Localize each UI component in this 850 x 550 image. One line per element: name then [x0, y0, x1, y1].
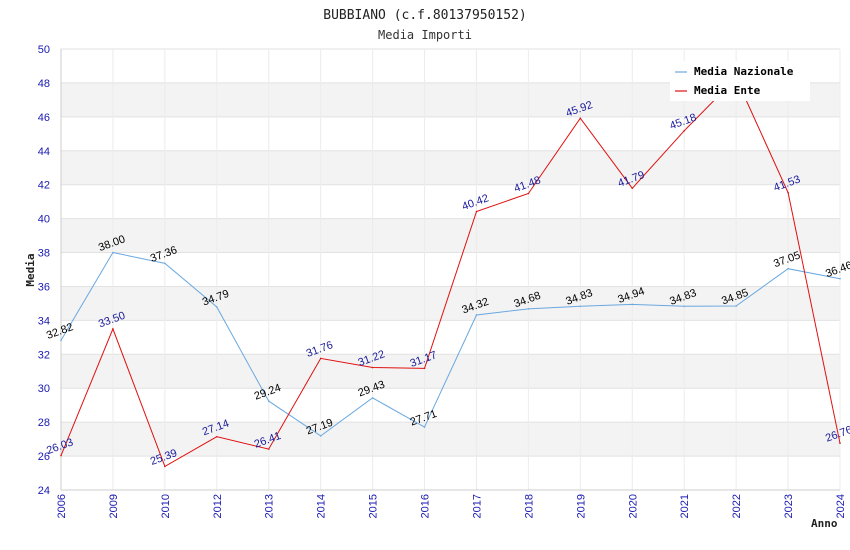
x-tick-label: 2014 [316, 494, 328, 518]
chart-subtitle: Media Importi [378, 28, 472, 42]
y-tick-label: 30 [38, 383, 50, 395]
x-tick-label: 2024 [835, 494, 847, 518]
data-point [787, 267, 789, 270]
data-point [164, 465, 166, 468]
grid-band [61, 150, 840, 185]
y-tick-label: 32 [38, 349, 50, 361]
data-point [60, 339, 62, 342]
x-tick-label: 2016 [420, 494, 432, 518]
data-point [683, 305, 685, 308]
data-labels: 32.8238.0037.3634.7929.2427.1929.4327.71… [45, 59, 850, 468]
data-point [839, 442, 841, 444]
x-tick-label: 2013 [264, 494, 276, 518]
data-point [475, 210, 478, 213]
x-tick-label: 2022 [731, 494, 743, 518]
y-tick-label: 24 [38, 485, 50, 497]
series-lines [60, 77, 841, 468]
y-tick-label: 40 [38, 214, 50, 226]
legend-box [670, 61, 810, 101]
data-point [112, 251, 114, 254]
y-tick-label: 26 [38, 451, 50, 463]
y-tick-label: 38 [38, 248, 50, 260]
data-point [267, 400, 270, 402]
data-point [423, 426, 426, 428]
y-tick-label: 50 [38, 44, 50, 56]
data-point [579, 117, 582, 120]
data-point [735, 305, 737, 307]
data-point [475, 314, 478, 316]
x-tick-label: 2006 [56, 494, 68, 518]
data-point [60, 454, 62, 457]
x-tick-label: 2020 [627, 494, 639, 518]
x-tick-label: 2023 [783, 494, 795, 518]
legend-label-media-nazionale: Media Nazionale [694, 65, 794, 78]
x-tick-label: 2018 [523, 494, 535, 518]
series-line-media-nazionale [60, 251, 841, 437]
data-point [527, 192, 530, 195]
data-point [631, 303, 634, 306]
x-axis-ticks: 2006 2009 2010 2012 2013 2014 2015 2016 2017 2018… [56, 494, 847, 518]
grid-band [61, 422, 840, 457]
x-tick-label: 2021 [679, 494, 691, 518]
y-axis-ticks: 24 26 28 30 32 34 36 38 40 42 44 46 48 50 [38, 44, 50, 497]
data-point [579, 305, 582, 308]
data-point [267, 448, 270, 450]
x-tick-label: 2009 [108, 494, 120, 518]
data-point [683, 129, 685, 132]
y-tick-label: 28 [38, 417, 50, 429]
data-point [787, 191, 789, 194]
data-point [839, 277, 841, 280]
legend: Media Nazionale Media Ente [670, 61, 810, 101]
data-point [371, 397, 374, 399]
y-axis-title: Media [24, 253, 37, 286]
data-point [112, 328, 114, 330]
data-point [319, 357, 322, 360]
y-tick-label: 34 [38, 315, 50, 327]
x-tick-label: 2017 [471, 494, 483, 518]
grid-band [61, 286, 840, 321]
x-axis-title: Anno [811, 517, 838, 530]
data-point [631, 187, 634, 190]
series-line-media-ente [60, 77, 841, 468]
y-tick-label: 42 [38, 180, 50, 192]
data-point [164, 262, 166, 265]
data-point [527, 308, 530, 310]
y-tick-label: 46 [38, 112, 50, 124]
grid-bands [61, 82, 840, 457]
x-tick-label: 2010 [160, 494, 172, 518]
data-point [216, 435, 218, 438]
data-point [371, 366, 374, 369]
data-label: 40.42 [460, 192, 490, 213]
data-point [423, 367, 426, 370]
grid-band [61, 218, 840, 253]
data-label: 36.46 [824, 259, 850, 280]
grid-lines [60, 48, 841, 491]
x-tick-label: 2012 [212, 494, 224, 518]
y-tick-label: 48 [38, 78, 50, 90]
data-point [216, 306, 218, 308]
x-tick-label: 2015 [368, 494, 380, 518]
y-tick-label: 36 [38, 281, 50, 293]
x-tick-label: 2019 [575, 494, 587, 518]
legend-label-media-ente: Media Ente [694, 84, 761, 97]
data-point [319, 435, 322, 437]
y-tick-label: 44 [38, 146, 50, 158]
chart-title: BUBBIANO (c.f.80137950152) [323, 8, 527, 23]
